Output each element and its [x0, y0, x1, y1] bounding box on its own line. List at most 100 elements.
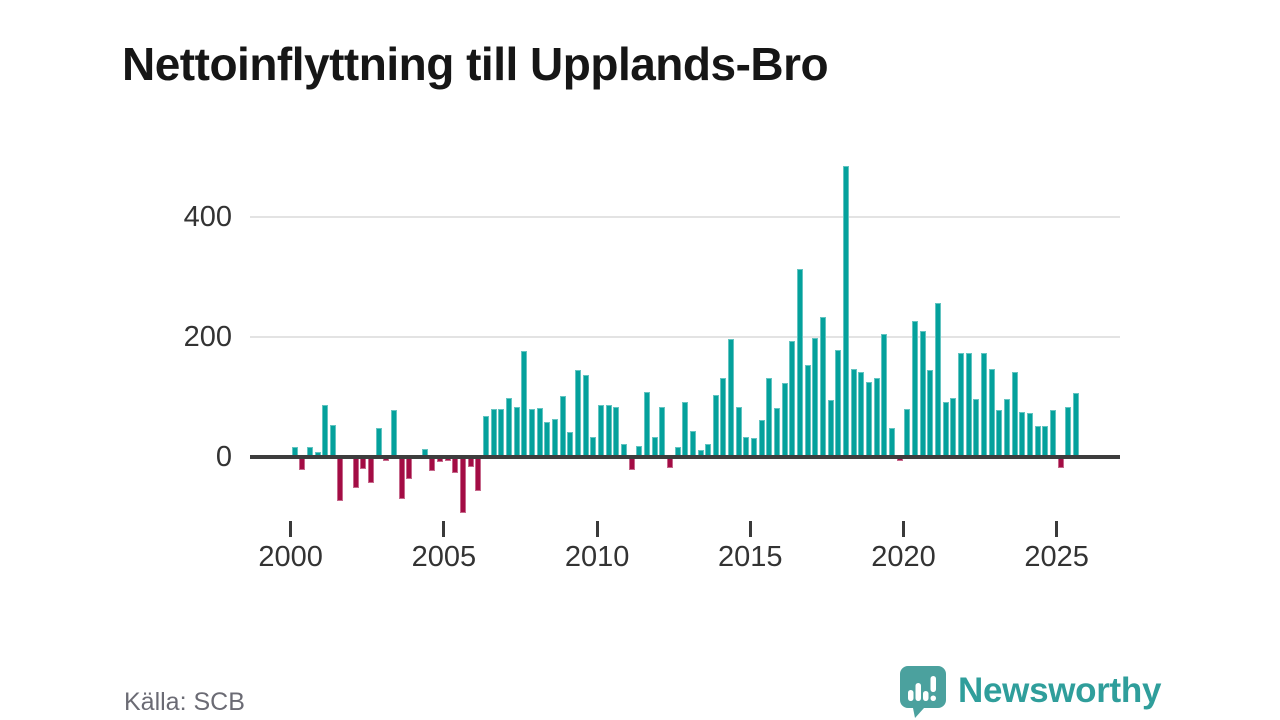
- bar-2010Q3: [613, 407, 620, 457]
- bar-2007Q1: [506, 398, 512, 457]
- gridline-200: [250, 336, 1120, 338]
- bar-2009Q3: [582, 375, 589, 457]
- x-axis-label: 2020: [871, 541, 936, 573]
- bar-2025Q2: [1065, 406, 1072, 457]
- bar-2007Q4: [528, 409, 535, 457]
- x-axis-tick-2025: [1055, 521, 1059, 537]
- bar-2006Q2: [483, 416, 490, 457]
- bar-2007Q3: [521, 350, 528, 457]
- bar-2024Q1: [1026, 412, 1033, 457]
- zero-axis-line: [250, 455, 1120, 459]
- bar-2024Q3: [1042, 425, 1049, 457]
- bar-2006Q3: [490, 409, 497, 457]
- bar-2002Q3: [368, 457, 375, 483]
- bar-2014Q1: [720, 378, 727, 457]
- x-axis-tick-2005: [442, 521, 446, 537]
- bar-2004Q3: [429, 457, 436, 472]
- bar-2022Q1: [965, 353, 972, 457]
- bar-2021Q1: [934, 302, 941, 457]
- bar-2017Q4: [835, 350, 842, 457]
- bar-2005Q3: [460, 457, 467, 514]
- bar-2017Q2: [820, 316, 827, 457]
- bar-2018Q3: [858, 371, 865, 457]
- x-axis-label: 2005: [411, 541, 477, 573]
- bar-2023Q3: [1011, 372, 1018, 457]
- bar-2015Q3: [766, 378, 773, 457]
- bar-2016Q2: [789, 340, 796, 457]
- bar-2022Q4: [988, 369, 995, 457]
- bar-2010Q2: [605, 404, 612, 457]
- x-axis-tick-2000: [289, 521, 293, 537]
- bar-2021Q4: [957, 353, 964, 457]
- x-axis-label: 2025: [1024, 541, 1089, 573]
- bar-2008Q4: [559, 395, 566, 457]
- bar-2003Q2: [391, 410, 398, 457]
- bar-2021Q2: [942, 402, 949, 457]
- newsworthy-wordmark: Newsworthy: [958, 671, 1162, 710]
- bar-2010Q1: [597, 404, 604, 457]
- bar-2015Q2: [758, 420, 765, 457]
- bar-2001Q3: [337, 457, 344, 501]
- gridline-400: [250, 216, 1120, 218]
- bar-2014Q2: [728, 338, 735, 457]
- bar-2020Q2: [911, 321, 918, 457]
- bar-2016Q1: [781, 382, 788, 457]
- y-axis-label: 400: [183, 200, 232, 233]
- bar-2009Q1: [567, 431, 574, 457]
- bar-2011Q3: [643, 391, 650, 457]
- newsworthy-bubble-icon: [900, 666, 946, 718]
- newsworthy-logo: Newsworthy: [896, 664, 1161, 718]
- bar-2016Q4: [804, 365, 811, 457]
- bar-2020Q4: [927, 370, 934, 457]
- bar-2017Q3: [827, 400, 834, 457]
- x-axis-tick-2020: [902, 521, 905, 537]
- bar-2006Q1: [475, 457, 482, 491]
- bar-2020Q3: [919, 331, 926, 457]
- bar-2023Q2: [1003, 399, 1010, 457]
- bar-2022Q3: [980, 353, 987, 457]
- x-axis-label: 2010: [564, 541, 630, 573]
- bar-2024Q4: [1049, 409, 1056, 457]
- bar-2002Q1: [352, 457, 359, 489]
- bar-2022Q2: [973, 398, 980, 457]
- bar-2008Q3: [551, 418, 558, 457]
- bar-2008Q1: [536, 407, 543, 457]
- bar-2023Q1: [996, 410, 1003, 457]
- bar-2019Q3: [889, 428, 895, 457]
- bar-2018Q1: [843, 166, 850, 457]
- bar-2018Q4: [866, 382, 873, 457]
- bar-2013Q1: [689, 430, 696, 457]
- x-axis-label: 2000: [258, 541, 323, 573]
- bar-2011Q4: [651, 436, 658, 457]
- bar-2006Q4: [498, 409, 505, 457]
- bar-2014Q3: [735, 407, 742, 457]
- bar-2001Q1: [322, 404, 329, 457]
- bar-2025Q3: [1072, 393, 1079, 457]
- bar-2019Q1: [873, 378, 880, 457]
- y-axis-label: 200: [183, 320, 232, 353]
- bar-2016Q3: [797, 269, 804, 457]
- bar-2007Q2: [513, 406, 520, 457]
- bar-2008Q2: [544, 421, 551, 457]
- bar-2012Q4: [682, 402, 689, 457]
- page-title: Nettoinflyttning till Upplands-Bro: [122, 37, 829, 90]
- bar-2015Q4: [774, 407, 781, 457]
- bar-2003Q3: [398, 457, 405, 499]
- bar-2012Q1: [659, 407, 666, 457]
- bar-2003Q4: [406, 457, 413, 480]
- bar-2024Q2: [1034, 425, 1041, 457]
- bar-2001Q2: [329, 425, 336, 457]
- bar-2002Q4: [375, 427, 382, 457]
- x-axis-label: 2015: [718, 541, 783, 573]
- bar-2013Q4: [712, 395, 719, 457]
- bar-2017Q1: [812, 338, 819, 457]
- x-axis-tick-2015: [748, 521, 752, 537]
- bar-2009Q4: [590, 436, 597, 457]
- source-note: Källa: SCB: [124, 688, 245, 716]
- bar-2020Q1: [904, 409, 911, 457]
- bar-2021Q3: [950, 398, 957, 457]
- x-axis-tick-2010: [595, 521, 599, 537]
- bar-2014Q4: [743, 437, 750, 457]
